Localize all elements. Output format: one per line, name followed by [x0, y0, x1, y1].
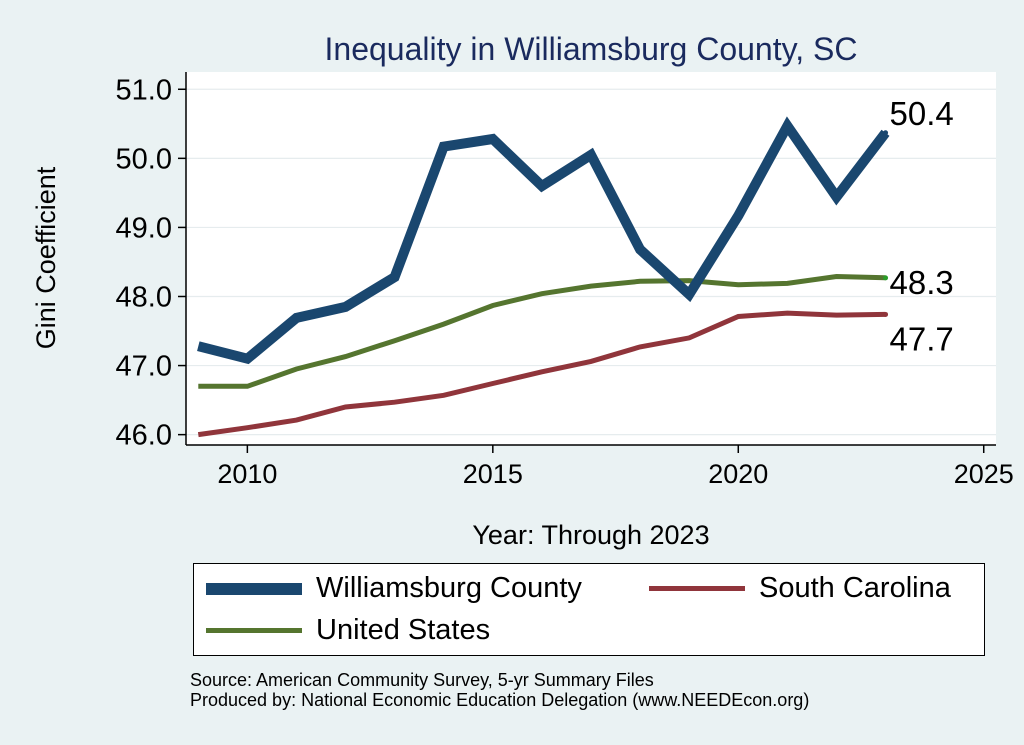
- legend-swatch-united-states: [206, 628, 302, 633]
- legend-swatch-south-carolina: [649, 586, 745, 591]
- legend-label-williamsburg: Williamsburg County: [316, 572, 582, 604]
- y-tick-label: 47.0: [116, 351, 172, 383]
- series-line-south-carolina: [197, 310, 886, 438]
- legend-item-south-carolina: South Carolina: [649, 572, 951, 605]
- x-tick-label: 2020: [708, 459, 768, 489]
- x-tick-label: 2015: [463, 459, 523, 489]
- y-tick-label: 50.0: [116, 143, 172, 175]
- legend-item-williamsburg: Williamsburg County: [206, 572, 582, 605]
- x-tick-label: 2010: [217, 459, 277, 489]
- plot-area: [186, 72, 996, 445]
- y-axis-label: Gini Coefficient: [31, 166, 61, 349]
- produced-by-note: Produced by: National Economic Education…: [190, 690, 810, 710]
- legend: Williamsburg County South Carolina Unite…: [193, 563, 985, 656]
- series-end-point-williamsburg-county: [883, 130, 889, 136]
- legend-item-united-states: United States: [206, 614, 490, 647]
- series-line-united-states: [198, 273, 886, 389]
- end-label-south-carolina: 47.7: [890, 320, 954, 357]
- x-tick-label: 2025: [954, 459, 1014, 489]
- series-end-point-united-states: [883, 275, 889, 281]
- x-axis-label: Year: Through 2023: [472, 520, 709, 550]
- y-tick-label: 49.0: [116, 212, 172, 244]
- series-line-williamsburg-county: [197, 116, 890, 365]
- legend-label-united-states: United States: [316, 614, 491, 646]
- end-label-united-states: 48.3: [890, 264, 954, 301]
- legend-label-south-carolina: South Carolina: [759, 572, 951, 604]
- chart-title: Inequality in Williamsburg County, SC: [325, 31, 858, 67]
- y-tick-label: 51.0: [116, 74, 172, 106]
- end-label-williamsburg-county: 50.4: [890, 95, 954, 132]
- source-note: Source: American Community Survey, 5-yr …: [190, 670, 654, 690]
- y-tick-label: 46.0: [116, 420, 172, 452]
- series-end-point-south-carolina: [883, 311, 889, 317]
- y-tick-label: 48.0: [116, 281, 172, 313]
- legend-swatch-williamsburg: [206, 582, 302, 595]
